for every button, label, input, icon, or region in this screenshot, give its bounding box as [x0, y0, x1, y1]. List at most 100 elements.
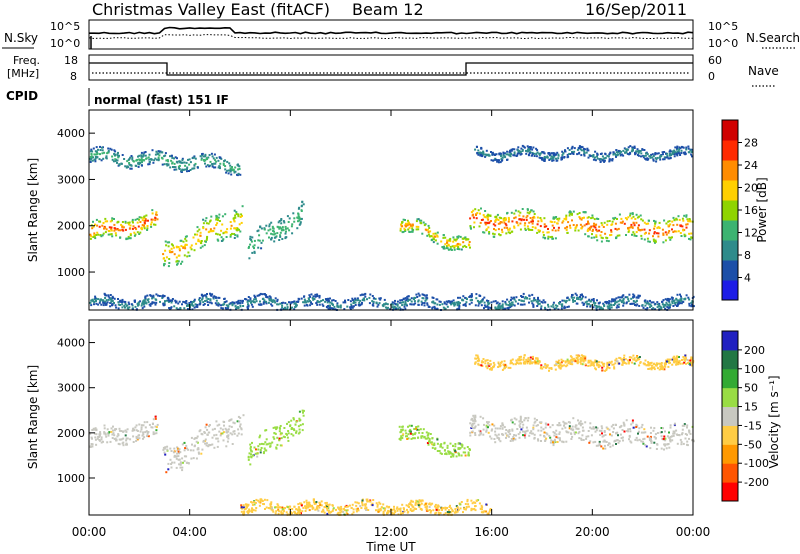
power-mark	[166, 159, 169, 161]
power-mark	[592, 306, 595, 309]
velocity-mark	[469, 422, 472, 425]
power-mark	[239, 302, 241, 305]
power-mark	[556, 151, 559, 154]
power-mark	[98, 301, 101, 304]
velocity-mark	[578, 437, 581, 440]
power-mark	[261, 239, 264, 242]
power-mark	[654, 153, 657, 156]
power-mark	[690, 153, 693, 156]
power-mark	[465, 238, 468, 241]
velocity-mark	[407, 510, 410, 513]
power-mark	[138, 154, 141, 157]
power-mark	[443, 301, 446, 304]
velocity-mark	[179, 461, 182, 464]
velocity-mark	[361, 504, 364, 507]
velocity-mark	[674, 360, 677, 363]
power-mark	[486, 217, 489, 220]
velocity-mark	[420, 502, 423, 505]
power-mark	[598, 301, 601, 304]
velocity-mark	[669, 440, 672, 443]
power-mark	[455, 244, 457, 247]
power-mark	[406, 295, 409, 298]
power-mark	[637, 224, 640, 227]
velocity-mark	[542, 428, 545, 431]
power-mark	[220, 307, 223, 310]
velocity-mark	[237, 432, 240, 435]
power-mark	[170, 243, 173, 246]
power-mark	[586, 216, 589, 219]
velocity-mark	[419, 500, 422, 503]
power-mark	[211, 155, 214, 158]
power-mark	[235, 301, 238, 304]
velocity-mark	[461, 444, 464, 447]
velocity-mark	[280, 437, 283, 440]
power-mark	[547, 231, 550, 234]
power-mark	[140, 157, 143, 160]
power-mark	[215, 156, 218, 159]
velocity-mark	[297, 503, 300, 506]
power-mark	[204, 159, 207, 162]
velocity-mark	[424, 506, 427, 509]
velocity-mark	[144, 426, 147, 429]
freq-label-2: [MHz]	[7, 67, 39, 80]
velocity-mark	[208, 425, 211, 428]
velocity-mark	[340, 508, 343, 510]
power-mark	[538, 230, 541, 233]
velocity-mark	[297, 432, 300, 435]
power-mark	[487, 300, 490, 302]
velocity-mark	[221, 428, 224, 431]
power-mark	[131, 220, 134, 223]
power-mark	[110, 233, 113, 236]
power-mark	[600, 240, 603, 243]
velocity-mark	[351, 513, 354, 516]
power-mark	[344, 301, 347, 304]
power-mark	[176, 157, 178, 160]
power-mark	[533, 155, 536, 157]
power-mark	[605, 236, 608, 239]
velocity-mark	[632, 426, 635, 429]
power-mark	[169, 300, 171, 302]
power-mark	[289, 302, 292, 305]
power-mark	[543, 158, 546, 161]
velocity-mark	[181, 469, 184, 472]
power-feature-6	[89, 145, 242, 177]
power-mark	[568, 298, 571, 301]
power-mark	[633, 147, 636, 149]
velocity-mark	[449, 442, 452, 445]
power-mark	[689, 220, 692, 223]
power-mark	[569, 212, 572, 215]
velocity-mark	[479, 432, 482, 435]
power-mark	[595, 234, 598, 237]
power-mark	[89, 233, 92, 236]
power-mark	[195, 242, 198, 245]
power-mark	[146, 294, 149, 297]
power-mark	[127, 235, 130, 238]
velocity-mark	[429, 433, 432, 435]
velocity-mark	[509, 366, 512, 369]
power-mark	[610, 306, 613, 309]
power-mark	[225, 300, 228, 303]
power-mark	[654, 302, 657, 305]
power-mark	[536, 223, 539, 226]
power-mark	[402, 298, 405, 301]
power-mark	[136, 217, 139, 220]
velocity-mark	[684, 354, 687, 357]
velocity-mark	[641, 423, 644, 426]
velocity-mark	[580, 439, 583, 441]
velocity-mark	[396, 506, 399, 509]
velocity-mark	[401, 428, 404, 431]
power-mark	[654, 222, 657, 225]
power-mark	[483, 304, 486, 307]
noise-left-tick-top: 10^5	[50, 20, 80, 33]
velocity-mark	[522, 356, 525, 359]
velocity-mark	[488, 424, 491, 427]
power-mark	[93, 298, 96, 301]
power-mark	[253, 298, 256, 301]
velocity-mark	[393, 505, 395, 508]
power-mark	[110, 228, 113, 231]
power-mark	[652, 307, 655, 310]
power-mark	[608, 300, 611, 303]
velocity-mark	[629, 440, 632, 443]
velocity-mark	[636, 355, 639, 357]
velocity-mark	[656, 432, 659, 434]
